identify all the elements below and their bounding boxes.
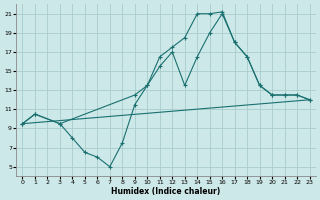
X-axis label: Humidex (Indice chaleur): Humidex (Indice chaleur) — [111, 187, 221, 196]
